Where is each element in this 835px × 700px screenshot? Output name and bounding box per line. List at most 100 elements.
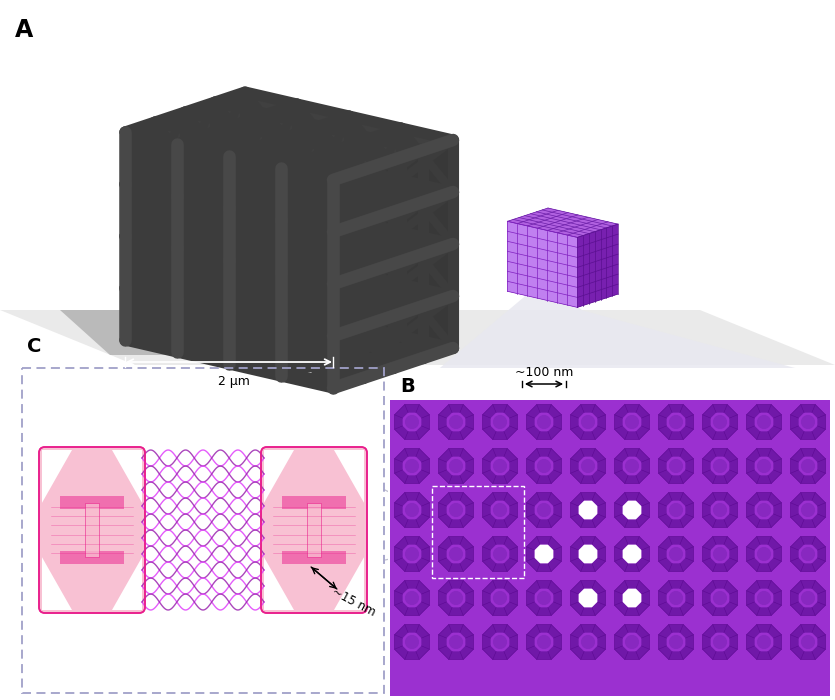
Polygon shape [527,449,561,484]
Circle shape [449,635,463,649]
Circle shape [801,415,815,429]
Circle shape [625,635,639,649]
Polygon shape [666,413,686,431]
Circle shape [493,459,507,473]
Polygon shape [548,208,618,294]
Polygon shape [755,633,773,651]
Text: ~15 nm: ~15 nm [330,585,378,619]
Text: 2 μm: 2 μm [218,375,250,388]
Polygon shape [508,208,548,291]
Polygon shape [666,456,686,475]
Polygon shape [483,405,518,440]
FancyBboxPatch shape [39,447,145,613]
Circle shape [625,591,639,605]
Polygon shape [623,456,641,475]
Polygon shape [746,624,782,659]
Circle shape [537,415,551,429]
Polygon shape [534,633,554,651]
Polygon shape [579,589,597,608]
Polygon shape [570,493,605,528]
Polygon shape [615,449,650,484]
Polygon shape [483,624,518,659]
Polygon shape [112,450,142,503]
Circle shape [669,459,683,473]
Polygon shape [702,624,737,659]
Polygon shape [508,208,618,237]
Text: B: B [400,377,415,396]
Circle shape [449,503,463,517]
Circle shape [757,459,771,473]
Polygon shape [798,545,817,564]
Polygon shape [527,536,561,571]
Polygon shape [666,633,686,651]
Circle shape [405,635,419,649]
Polygon shape [623,589,641,608]
Polygon shape [125,92,245,340]
Polygon shape [264,557,294,610]
Circle shape [713,591,727,605]
Circle shape [449,591,463,605]
Polygon shape [394,493,429,528]
Bar [307,503,321,557]
Polygon shape [711,633,729,651]
Polygon shape [570,624,605,659]
Polygon shape [0,310,835,365]
Circle shape [757,503,771,517]
Circle shape [713,547,727,561]
Circle shape [801,547,815,561]
Circle shape [625,591,639,605]
Polygon shape [615,580,650,615]
Polygon shape [746,536,782,571]
Polygon shape [659,493,694,528]
Circle shape [625,547,639,561]
Polygon shape [394,449,429,484]
Polygon shape [491,456,509,475]
Circle shape [757,635,771,649]
Polygon shape [615,405,650,440]
Text: ~100 nm: ~100 nm [515,366,573,379]
Polygon shape [125,132,333,388]
Polygon shape [447,545,465,564]
Polygon shape [623,589,641,608]
Polygon shape [394,624,429,659]
Polygon shape [491,633,509,651]
Circle shape [449,459,463,473]
Polygon shape [60,310,430,355]
Polygon shape [570,405,605,440]
Polygon shape [623,413,641,431]
Circle shape [581,547,595,561]
Polygon shape [125,300,453,388]
Circle shape [625,503,639,517]
Circle shape [493,503,507,517]
Circle shape [493,591,507,605]
Polygon shape [711,589,729,608]
Polygon shape [579,545,597,564]
Circle shape [713,459,727,473]
Bar [22,368,384,693]
Polygon shape [491,589,509,608]
Circle shape [669,591,683,605]
Polygon shape [402,456,422,475]
Bar [390,400,830,696]
Polygon shape [402,633,422,651]
Polygon shape [755,456,773,475]
Circle shape [713,415,727,429]
Polygon shape [534,500,554,519]
Circle shape [537,547,551,561]
Polygon shape [579,545,597,564]
Polygon shape [623,500,641,519]
Polygon shape [402,589,422,608]
Circle shape [669,547,683,561]
Polygon shape [534,589,554,608]
Polygon shape [666,589,686,608]
Polygon shape [702,536,737,571]
Circle shape [581,415,595,429]
Polygon shape [125,92,453,180]
Circle shape [537,635,551,649]
Circle shape [405,591,419,605]
Polygon shape [112,557,142,610]
FancyBboxPatch shape [261,447,367,613]
Polygon shape [447,500,465,519]
Polygon shape [623,545,641,564]
Circle shape [493,415,507,429]
